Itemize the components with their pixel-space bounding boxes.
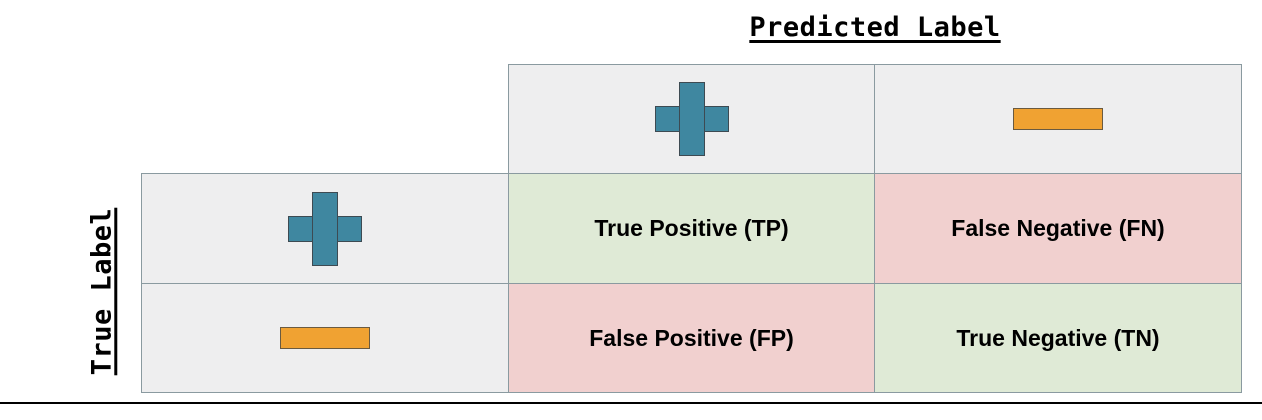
true-negative-row-header — [141, 283, 509, 393]
predicted-label-title: Predicted Label — [749, 12, 1001, 43]
plus-icon — [654, 82, 729, 156]
minus-icon — [1013, 108, 1103, 130]
plus-icon — [288, 191, 362, 266]
false-positive-label: False Positive (FP) — [589, 324, 794, 351]
true-label-title-wrapper: True Label — [64, 180, 140, 402]
bottom-rule — [0, 402, 1262, 404]
minus-icon — [280, 327, 370, 349]
true-label-title: True Label — [86, 207, 118, 375]
false-positive-cell: False Positive (FP) — [508, 283, 875, 393]
true-positive-row-header — [141, 173, 509, 284]
true-positive-label: True Positive (TP) — [594, 215, 789, 241]
false-negative-cell: False Negative (FN) — [874, 173, 1242, 284]
false-negative-label: False Negative (FN) — [951, 215, 1165, 241]
predicted-negative-header — [874, 64, 1242, 174]
true-positive-cell: True Positive (TP) — [508, 173, 875, 284]
true-negative-cell: True Negative (TN) — [874, 283, 1242, 393]
true-negative-label: True Negative (TN) — [956, 324, 1160, 351]
predicted-positive-header — [508, 64, 875, 174]
